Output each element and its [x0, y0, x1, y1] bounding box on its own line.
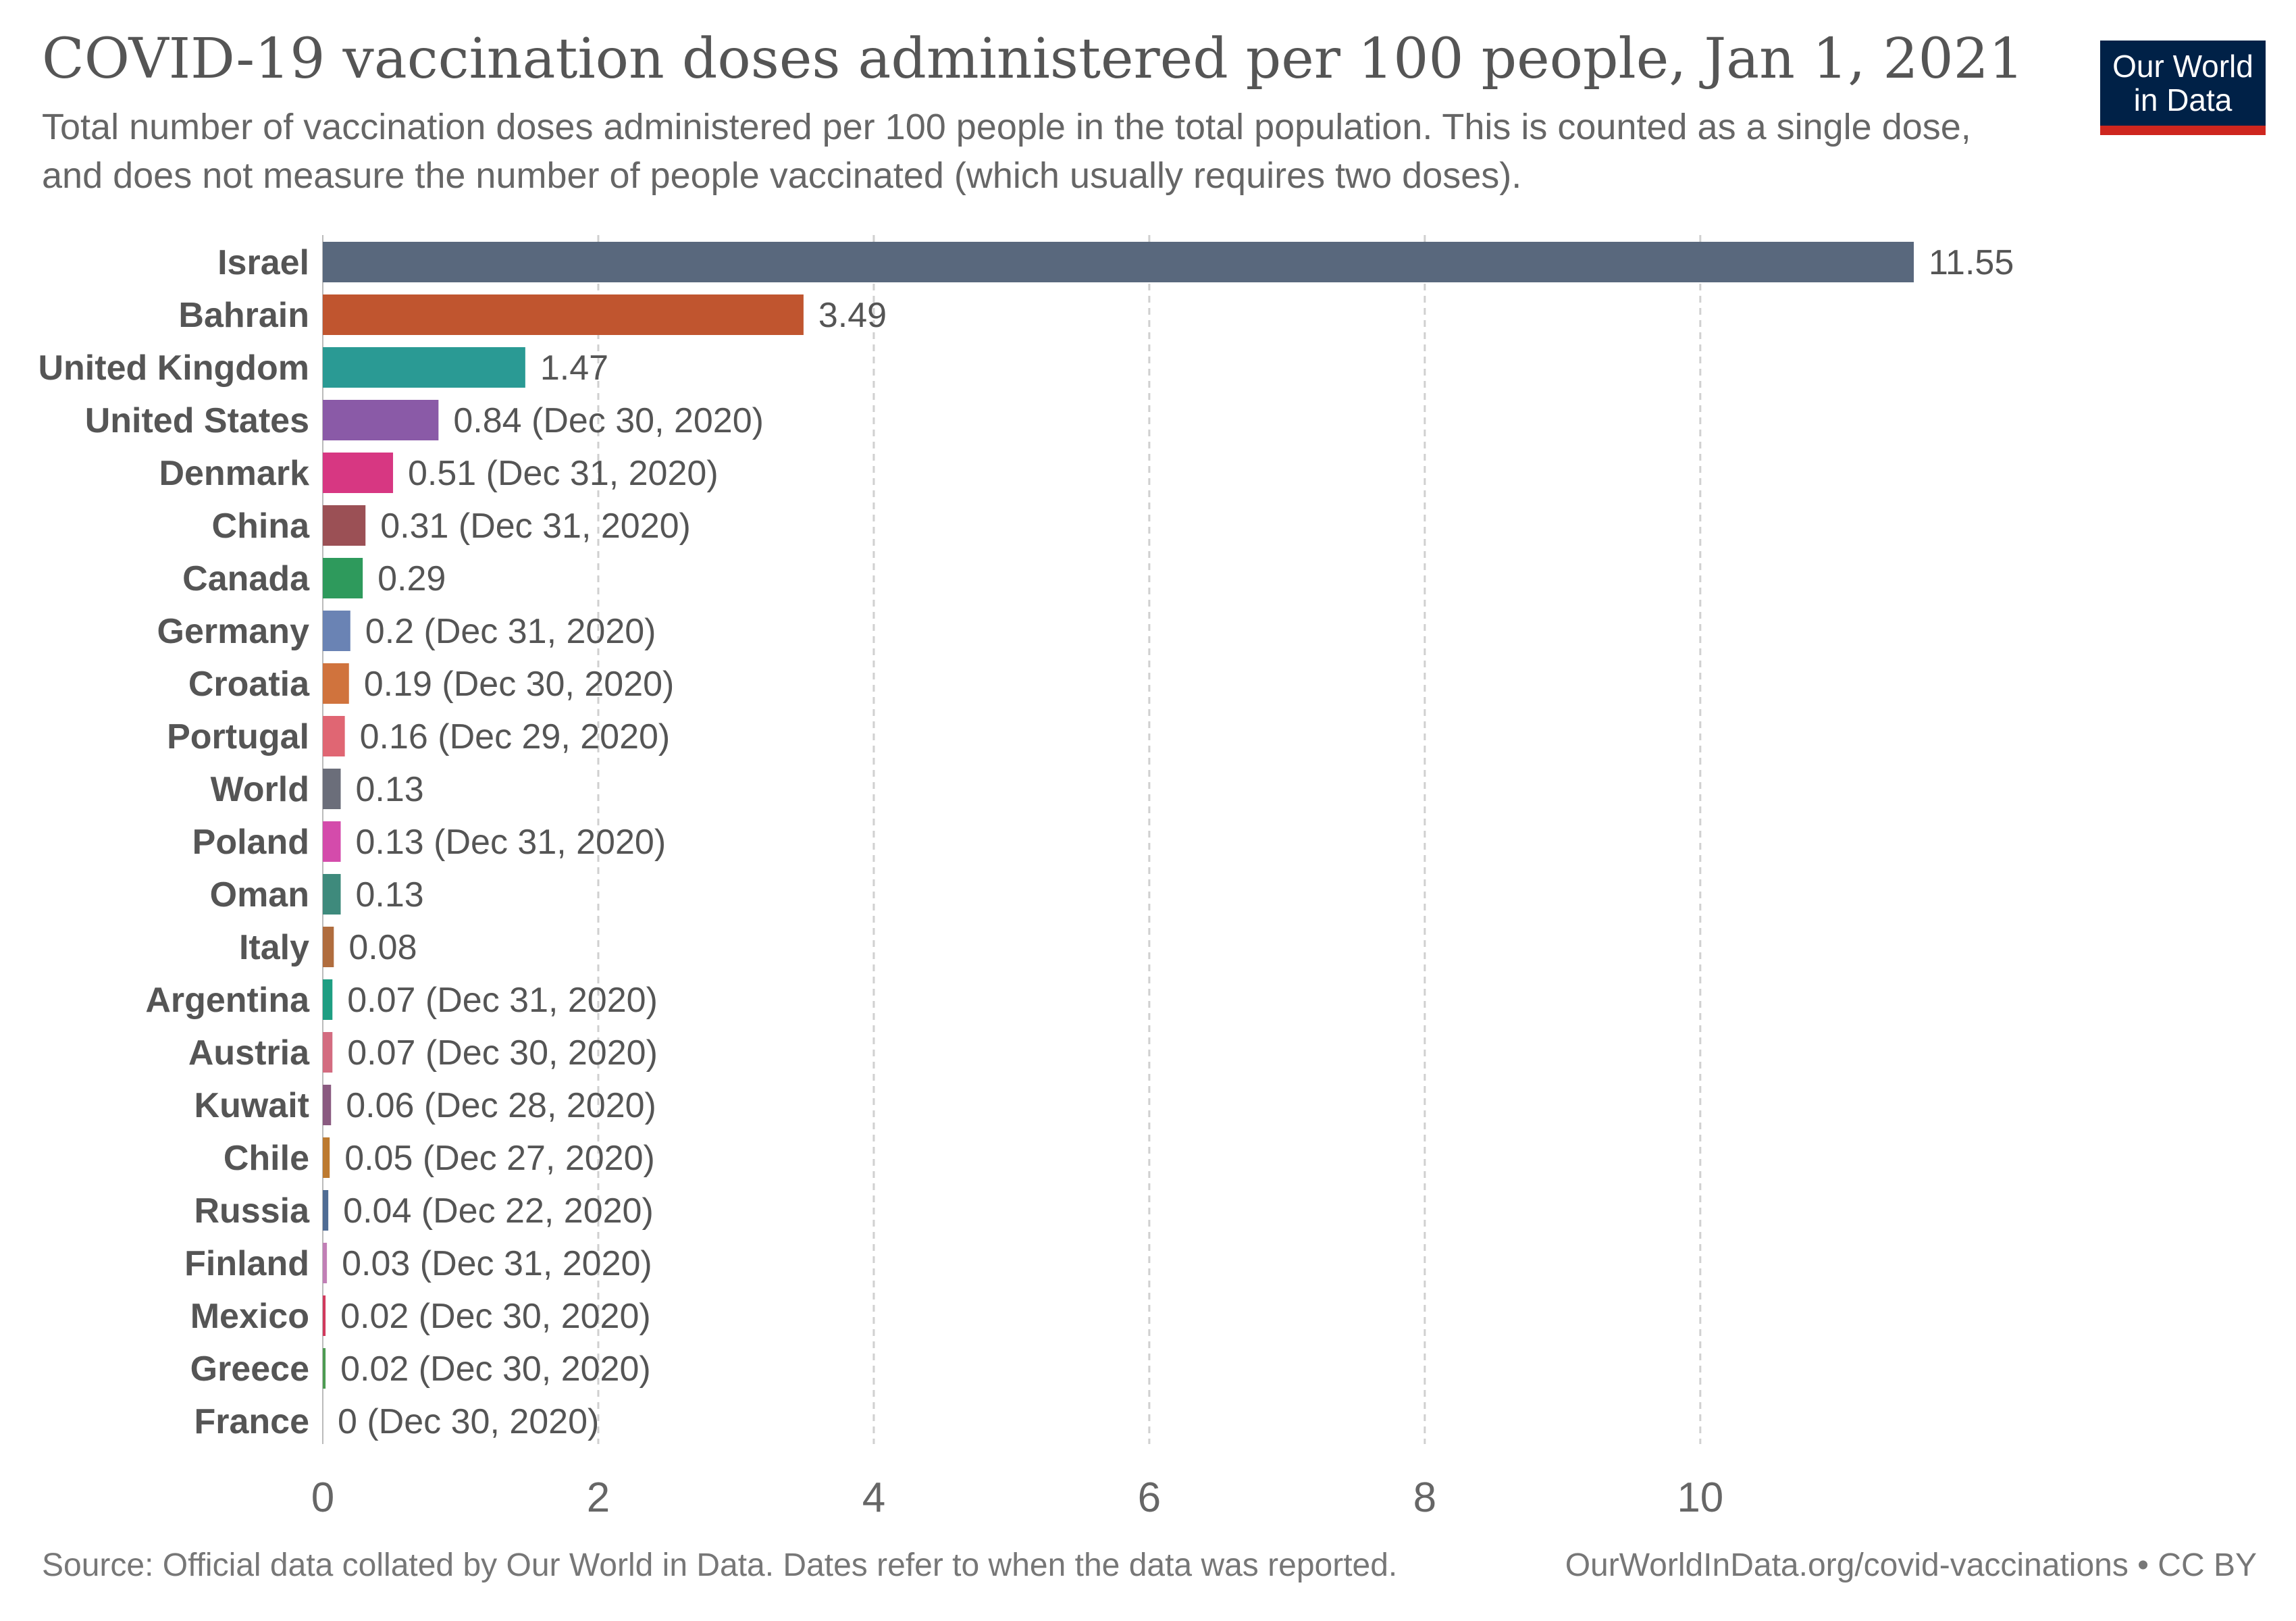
x-tick-label: 4	[862, 1474, 885, 1521]
x-axis-ticks: 0 2 4 6 8 10	[311, 1474, 1724, 1521]
footer-link[interactable]: OurWorldInData.org/covid-vaccinations • …	[1565, 1547, 2257, 1583]
country-label: Denmark	[159, 454, 309, 493]
value-label: 0.19 (Dec 30, 2020)	[364, 665, 675, 704]
value-label: 1.47	[540, 349, 608, 388]
value-label: 0.13	[356, 770, 424, 809]
country-label: Kuwait	[194, 1086, 309, 1125]
country-label: Israel	[217, 243, 309, 282]
value-label: 0.16 (Dec 29, 2020)	[360, 717, 671, 756]
value-label: 0.2 (Dec 31, 2020)	[365, 612, 656, 651]
country-label: Portugal	[167, 717, 309, 756]
country-label: Chile	[224, 1139, 309, 1178]
value-label: 0.29	[377, 559, 446, 598]
country-label: Germany	[157, 612, 310, 651]
bar-mexico[interactable]	[323, 1295, 326, 1336]
x-tick-label: 0	[311, 1474, 334, 1521]
value-label: 0.04 (Dec 22, 2020)	[343, 1191, 654, 1231]
owid-logo[interactable]: Our World in Data	[2100, 41, 2266, 135]
value-label: 0.13 (Dec 31, 2020)	[356, 823, 667, 862]
value-label: 3.49	[818, 296, 887, 335]
x-tick-label: 2	[587, 1474, 610, 1521]
country-label: United Kingdom	[38, 349, 309, 388]
bar-world[interactable]	[323, 769, 341, 809]
value-label: 0.05 (Dec 27, 2020)	[344, 1139, 655, 1178]
value-label: 0.51 (Dec 31, 2020)	[408, 454, 719, 493]
value-label: 0.06 (Dec 28, 2020)	[346, 1086, 656, 1125]
value-label: 0.02 (Dec 30, 2020)	[340, 1297, 651, 1336]
country-label: Bahrain	[178, 296, 309, 335]
country-label: World	[211, 770, 309, 809]
logo-line-1: Our World	[2112, 49, 2253, 84]
bar-russia[interactable]	[323, 1190, 329, 1231]
value-label: 0.31 (Dec 31, 2020)	[380, 507, 691, 546]
bar-finland[interactable]	[323, 1243, 328, 1283]
chart-subtitle: Total number of vaccination doses admini…	[42, 107, 1971, 196]
bar-canada[interactable]	[323, 558, 363, 598]
bar-greece[interactable]	[323, 1348, 326, 1389]
bar-italy[interactable]	[323, 927, 334, 967]
value-label: 0.13	[356, 875, 424, 915]
country-label: China	[212, 507, 311, 546]
bar-united-states[interactable]	[323, 400, 439, 440]
bar-croatia[interactable]	[323, 663, 349, 704]
logo-line-2: in Data	[2133, 82, 2233, 118]
source-note: Source: Official data collated by Our Wo…	[42, 1547, 1398, 1583]
country-label: Greece	[190, 1349, 309, 1389]
x-tick-label: 10	[1677, 1474, 1723, 1521]
value-label: 0.07 (Dec 31, 2020)	[347, 981, 658, 1020]
country-label: Croatia	[188, 665, 310, 704]
country-label: Finland	[184, 1244, 309, 1283]
country-label: Poland	[192, 823, 309, 862]
value-label: 0.07 (Dec 30, 2020)	[347, 1033, 658, 1073]
bar-united-kingdom[interactable]	[323, 347, 525, 388]
value-label: 0.02 (Dec 30, 2020)	[340, 1349, 651, 1389]
bar-poland[interactable]	[323, 821, 341, 862]
country-label: Mexico	[190, 1297, 309, 1336]
bar-argentina[interactable]	[323, 979, 333, 1020]
bar-denmark[interactable]	[323, 453, 394, 493]
bar-china[interactable]	[323, 505, 366, 546]
bar-bahrain[interactable]	[323, 294, 804, 335]
country-label: Canada	[182, 559, 310, 598]
value-label: 11.55	[1929, 243, 2014, 282]
bar-kuwait[interactable]	[323, 1085, 332, 1125]
country-label: Russia	[194, 1191, 310, 1231]
bar-chile[interactable]	[323, 1137, 330, 1178]
bar-germany[interactable]	[323, 611, 350, 651]
labels: Israel 11.55 Bahrain 3.49 United Kingdom 1.47…	[38, 243, 2014, 1441]
country-label: United States	[85, 401, 309, 440]
bar-chart: Israel 11.55 Bahrain 3.49 United Kingdom 1.47…	[38, 235, 2014, 1521]
country-label: Oman	[210, 875, 309, 915]
country-label: Italy	[239, 928, 309, 967]
country-label: France	[194, 1402, 309, 1441]
bar-oman[interactable]	[323, 874, 341, 915]
value-label: 0.03 (Dec 31, 2020)	[342, 1244, 652, 1283]
chart-title: COVID-19 vaccination doses administered …	[42, 27, 2025, 91]
country-label: Austria	[188, 1033, 310, 1073]
x-tick-label: 8	[1413, 1474, 1436, 1521]
bar-israel[interactable]	[323, 242, 1914, 282]
value-label: 0.08	[348, 928, 417, 967]
bar-austria[interactable]	[323, 1032, 333, 1073]
value-label: 0.84 (Dec 30, 2020)	[453, 401, 764, 440]
value-label: 0 (Dec 30, 2020)	[338, 1402, 599, 1441]
x-tick-label: 6	[1138, 1474, 1161, 1521]
bars	[323, 242, 1914, 1389]
bar-portugal[interactable]	[323, 716, 345, 756]
country-label: Argentina	[145, 981, 310, 1020]
